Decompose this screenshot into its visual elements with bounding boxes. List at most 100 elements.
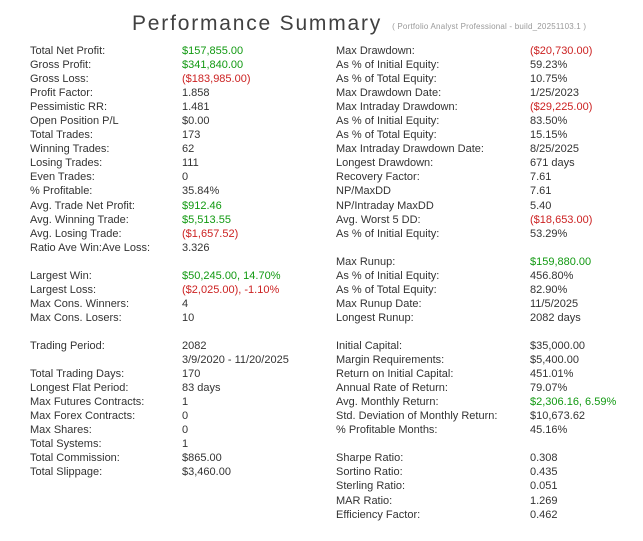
- stat-value-right: 11/5/2025: [530, 297, 579, 310]
- stat-label-left: Losing Trades:: [30, 157, 103, 170]
- stat-value-left: $0.00: [182, 115, 210, 128]
- stat-label-right: As % of Total Equity:: [336, 73, 437, 86]
- stat-label-left: Total Slippage:: [30, 466, 103, 479]
- stat-value-right: 45.16%: [530, 424, 568, 437]
- stat-value-left: 111: [182, 157, 199, 170]
- stat-label-left: Avg. Losing Trade:: [30, 227, 122, 240]
- stat-value-left: $3,460.00: [182, 466, 231, 479]
- stat-value-right: $35,000.00: [530, 339, 586, 352]
- stat-value-left: ($183,985.00): [182, 73, 251, 86]
- stat-label-left: [30, 508, 182, 522]
- stat-value-left: ($1,657.52): [182, 227, 239, 240]
- stat-value-left: 62: [182, 143, 195, 156]
- stat-value-right: ($20,730.00): [530, 45, 593, 57]
- table-row: Gross Profit: $341,840.00 As % of Initial …: [0, 58, 643, 72]
- stat-label-left: Max Cons. Losers:: [30, 311, 122, 324]
- stat-value-left: $5,513.55: [182, 213, 231, 226]
- stat-value-left: $157,855.00: [182, 45, 244, 57]
- table-row: Winning Trades: 62 Max Intraday Drawdown D…: [0, 142, 643, 156]
- stat-label-left: Winning Trades:: [30, 143, 110, 156]
- stat-value-right: 79.07%: [530, 382, 568, 395]
- stat-value-right: 10.75%: [530, 73, 568, 86]
- table-row: 3/9/2020 - 11/20/2025 Margin Requirements…: [0, 353, 643, 367]
- table-row: Gross Loss: ($183,985.00) As % of Total Eq…: [0, 72, 643, 86]
- stat-label-right: As % of Total Equity:: [336, 129, 437, 142]
- stat-value-right: 82.90%: [530, 283, 568, 296]
- stat-label-left: Largest Win:: [30, 269, 92, 282]
- table-row: Even Trades: 0 Recovery Factor: 7.61: [0, 170, 643, 184]
- stat-label-right: Longest Runup:: [336, 311, 414, 324]
- stat-value-left: 170: [182, 368, 201, 381]
- stat-label-left: [30, 479, 182, 493]
- stat-label-right: [336, 325, 530, 339]
- stat-label-right: [336, 241, 530, 255]
- stat-label-left: Gross Loss:: [30, 73, 89, 86]
- stat-value-right: 2082 days: [530, 311, 581, 324]
- stat-value-left: 4: [182, 297, 189, 310]
- stat-label-left: Gross Profit:: [30, 59, 92, 72]
- stat-value-left: [182, 255, 336, 269]
- stat-value-right: 59.23%: [530, 59, 568, 72]
- stat-value-right: 1/25/2023: [530, 87, 579, 100]
- table-row: Max Cons. Winners: 4 Max Runup Date: 11/5/2…: [0, 297, 643, 311]
- table-row: Open Position P/L $0.00 As % of Initial Eq…: [0, 114, 643, 128]
- stat-label-left: Max Forex Contracts:: [30, 410, 136, 423]
- stat-label-right: Return on Initial Capital:: [336, 368, 454, 381]
- stat-value-right: [530, 241, 643, 255]
- stat-value-right: [530, 325, 643, 339]
- stat-value-left: 83 days: [182, 382, 221, 395]
- stat-value-right: $159,880.00: [530, 255, 592, 268]
- stat-label-right: Longest Drawdown:: [336, 157, 434, 170]
- stat-label-right: Sharpe Ratio:: [336, 452, 404, 465]
- stat-label-left: Longest Flat Period:: [30, 382, 129, 395]
- stat-label-right: Recovery Factor:: [336, 171, 420, 184]
- stat-value-right: $10,673.62: [530, 410, 586, 423]
- stat-label-left: [30, 494, 182, 508]
- stat-label-left: % Profitable:: [30, 185, 93, 198]
- stat-label-left: Total Trades:: [30, 129, 93, 142]
- stat-value-left: 3/9/2020 - 11/20/2025: [182, 354, 289, 367]
- stat-label-left: Total Commission:: [30, 452, 120, 465]
- stat-label-left: Total Systems:: [30, 438, 102, 451]
- stat-value-left: [182, 508, 336, 522]
- stat-label-left: Open Position P/L: [30, 115, 119, 128]
- stat-value-left: $341,840.00: [182, 59, 244, 72]
- table-row: Total Slippage: $3,460.00 Sortino Ratio: 0.…: [0, 465, 643, 479]
- stat-label-right: NP/Intraday MaxDD: [336, 199, 434, 212]
- table-row: Ratio Ave Win:Ave Loss: 3.326: [0, 241, 643, 255]
- stat-value-left: 0: [182, 171, 189, 184]
- stat-value-right: $5,400.00: [530, 354, 579, 367]
- table-row: Total Commission: $865.00 Sharpe Ratio: 0.3…: [0, 451, 643, 465]
- stat-value-left: ($2,025.00), -1.10%: [182, 283, 280, 296]
- table-row: Total Trades: 173 As % of Total Equity: 15.…: [0, 128, 643, 142]
- stat-value-right: 671 days: [530, 157, 575, 170]
- stat-label-right: As % of Initial Equity:: [336, 115, 440, 128]
- stat-label-left: Largest Loss:: [30, 283, 97, 296]
- stat-label-left: [30, 255, 182, 269]
- stat-value-right: 83.50%: [530, 115, 568, 128]
- stat-value-right: 1.269: [530, 494, 558, 507]
- stat-label-right: Avg. Monthly Return:: [336, 396, 439, 409]
- table-row: Losing Trades: 111 Longest Drawdown: 671 da…: [0, 156, 643, 170]
- stat-value-left: [182, 479, 336, 493]
- stat-value-left: [182, 494, 336, 508]
- stat-label-right: Max Intraday Drawdown Date:: [336, 143, 484, 156]
- stat-label-right: Margin Requirements:: [336, 354, 445, 367]
- table-row: Avg. Winning Trade: $5,513.55 Avg. Worst 5…: [0, 213, 643, 227]
- stat-label-left: [30, 353, 182, 367]
- header: Performance Summary ( Portfolio Analyst …: [0, 0, 643, 36]
- stat-label-right: Initial Capital:: [336, 339, 403, 352]
- stat-value-right: 5.40: [530, 199, 552, 212]
- stat-label-right: MAR Ratio:: [336, 494, 393, 507]
- stat-label-right: Sterling Ratio:: [336, 480, 406, 493]
- table-row: Max Runup: $159,880.00: [0, 255, 643, 269]
- stat-value-left: 1.858: [182, 87, 210, 100]
- stat-value-left: 1: [182, 438, 189, 451]
- page-title: Performance Summary: [132, 11, 383, 35]
- stat-label-left: Total Trading Days:: [30, 368, 125, 381]
- stat-label-left: Avg. Trade Net Profit:: [30, 199, 135, 212]
- stat-value-right: 53.29%: [530, 227, 568, 240]
- table-row: Profit Factor: 1.858 Max Drawdown Date: 1/2…: [0, 86, 643, 100]
- stat-label-right: % Profitable Months:: [336, 424, 438, 437]
- stat-label-left: Profit Factor:: [30, 87, 93, 100]
